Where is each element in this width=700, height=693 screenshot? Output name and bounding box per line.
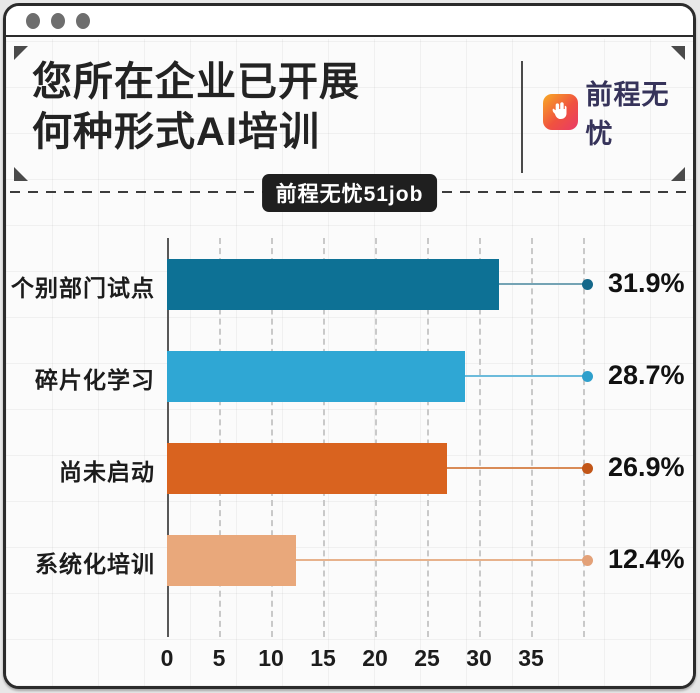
category-label: 系统化培训 [35, 551, 155, 577]
corner-mark-bottom-right [671, 167, 685, 181]
source-badge: 前程无忧51job [261, 174, 438, 212]
category-label: 碎片化学习 [35, 367, 155, 393]
gridline-35 [531, 238, 533, 637]
bar [167, 258, 499, 310]
browser-window: 您所在企业已开展 何种形式AI培训 前程无忧 前程无忧51job 个别部门试点 … [3, 3, 696, 689]
x-tick-35: 35 [518, 645, 544, 671]
gridline-25 [427, 238, 429, 637]
x-tick-15: 15 [310, 645, 336, 671]
gridline-15 [323, 238, 325, 637]
leader-line [498, 283, 587, 285]
page-title: 您所在企业已开展 何种形式AI培训 [32, 57, 360, 157]
leader-line [446, 467, 587, 469]
header-divider [521, 61, 523, 173]
x-tick-5: 5 [212, 645, 226, 671]
corner-mark-top-left [14, 46, 28, 60]
value-label: 26.9% [608, 452, 685, 482]
value-label: 28.7% [608, 360, 685, 390]
x-tick-20: 20 [362, 645, 388, 671]
y-axis-line [167, 238, 169, 637]
bar [167, 442, 447, 494]
corner-mark-bottom-left [14, 167, 28, 181]
page-title-line1: 您所在企业已开展 [32, 60, 360, 104]
gridline-30 [479, 238, 481, 637]
51job-logo: 前程无忧 [543, 80, 693, 149]
leader-line [465, 375, 587, 377]
leader-dot [582, 278, 593, 290]
logo-wordmark: 前程无忧 [585, 80, 670, 149]
gridline-20 [375, 238, 377, 637]
window-dot-3 [76, 12, 90, 29]
leader-dot [582, 370, 593, 382]
bar [167, 534, 296, 586]
value-label: 31.9% [608, 268, 685, 298]
value-label: 12.4% [608, 544, 685, 574]
x-tick-30: 30 [466, 645, 492, 671]
window-dot-2 [51, 12, 65, 29]
gridline-5 [219, 238, 221, 637]
content-area: 您所在企业已开展 何种形式AI培训 前程无忧 前程无忧51job 个别部门试点 … [6, 39, 693, 686]
corner-mark-top-right [671, 46, 685, 60]
window-dot-1 [26, 12, 40, 29]
leader-line [295, 559, 587, 561]
window-titlebar [6, 6, 693, 37]
hand-51job-icon [543, 94, 578, 130]
x-tick-25: 25 [414, 645, 440, 671]
bar-chart: 个别部门试点 31.9% 碎片化学习 28.7% 尚未启动 26.9% 系统化培… [6, 39, 693, 686]
category-label: 个别部门试点 [11, 275, 155, 301]
category-label: 尚未启动 [59, 459, 155, 485]
gridline-40 [583, 238, 585, 637]
leader-dot [582, 554, 593, 566]
leader-dot [582, 462, 593, 474]
x-tick-10: 10 [258, 645, 284, 671]
gridline-10 [271, 238, 273, 637]
bar [167, 350, 466, 402]
page-title-line2: 何种形式AI培训 [32, 110, 320, 154]
x-tick-0: 0 [160, 645, 174, 671]
